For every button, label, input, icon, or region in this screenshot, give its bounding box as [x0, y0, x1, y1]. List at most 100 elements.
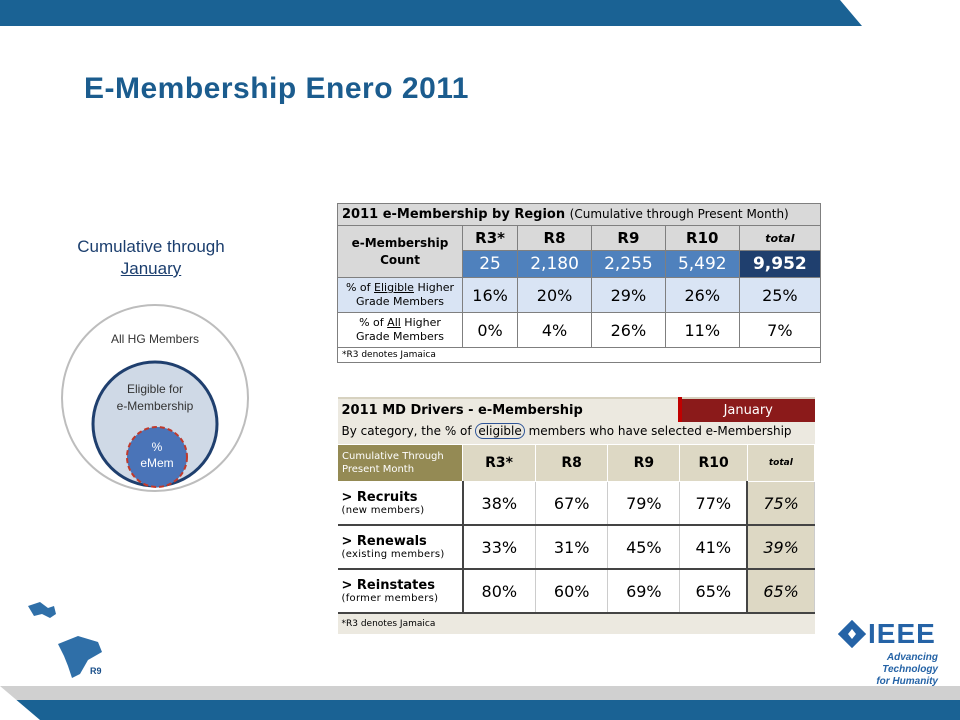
top-banner-end [862, 0, 960, 26]
bottom-banner-cut [0, 686, 40, 720]
venn-inner-circle [126, 426, 188, 488]
ieee-tagline: Advancing Technology for Humanity [838, 652, 938, 688]
eligible-label-u: Eligible [374, 281, 414, 294]
table-cell: 45% [607, 525, 681, 570]
table-cell: 60% [535, 569, 609, 614]
row-sublabel: (existing members) [341, 549, 445, 560]
row-label: > Reinstates (former members) [337, 569, 464, 614]
count-cell: 2,255 [590, 250, 666, 278]
table-cell: 38% [462, 481, 537, 526]
eligible-label-post: Higher [413, 281, 455, 294]
cumulative-line1: Cumulative through [77, 237, 225, 256]
venn-diagram: All HG Members Eligible for e-Membership… [61, 304, 249, 492]
bottom-banner [0, 700, 960, 720]
all-label-post: Higher [400, 316, 441, 329]
table-row: > Reinstates (former members) 80% 60% 69%… [337, 569, 816, 614]
row-sublabel: (new members) [341, 505, 425, 516]
count-cell: 2,180 [517, 250, 592, 278]
ieee-wordmark: IEEE [868, 618, 936, 649]
cumulative-caption: Cumulative through January [40, 236, 262, 280]
drivers-title: 2011 MD Drivers - e-Membership [337, 397, 680, 422]
all-label-pre: % of [359, 316, 388, 329]
desc-post: members who have selected e-Membership [524, 424, 792, 438]
eligible-cell: 16% [461, 277, 519, 313]
region-note: *R3 denotes Jamaica [337, 347, 821, 363]
cumulative-label-2: Present Month [342, 464, 415, 475]
eligible-cell: 29% [590, 277, 666, 313]
cumulative-label-1: Cumulative Through [342, 451, 444, 462]
row-sublabel: (former members) [341, 593, 439, 604]
col-header: R9 [607, 444, 681, 482]
eligible-label: % of Eligible Higher Grade Members [337, 277, 463, 313]
region-table-title: 2011 e-Membership by Region (Cumulative … [337, 203, 821, 226]
table-cell: 80% [462, 569, 537, 614]
table-row: > Recruits (new members) 38% 67% 79% 77% … [337, 481, 816, 526]
row-label: > Recruits (new members) [337, 481, 464, 526]
region-table: 2011 e-Membership by Region (Cumulative … [337, 203, 822, 363]
cumulative-line2: January [120, 259, 182, 278]
count-label-1: e-Membership [351, 235, 449, 250]
col-header: R10 [679, 444, 748, 482]
count-label: e-Membership Count [337, 225, 463, 278]
all-cell: 26% [590, 312, 666, 348]
col-header: R3* [461, 225, 519, 251]
count-label-2: Count [380, 252, 420, 267]
venn-middle-label-2: e-Membership [117, 399, 194, 413]
desc-circled-word: eligible [475, 423, 525, 439]
ieee-tagline-1: Advancing Technology [882, 652, 938, 675]
col-header: R8 [517, 225, 592, 251]
eligible-total-cell: 25% [738, 277, 822, 313]
col-header: R9 [590, 225, 666, 251]
all-label-u: All [387, 316, 401, 329]
total-cell: 65% [746, 569, 816, 614]
region-table-subtitle: (Cumulative through Present Month) [569, 207, 789, 221]
month-badge: January [677, 397, 815, 422]
drivers-description: By category, the % of eligible members w… [337, 422, 815, 445]
all-cell: 4% [517, 312, 592, 348]
eligible-label-pre: % of [345, 281, 375, 294]
all-cell: 11% [664, 312, 740, 348]
table-cell: 77% [679, 481, 748, 526]
table-row: > Renewals (existing members) 33% 31% 45%… [337, 525, 816, 570]
total-cell: 75% [746, 481, 816, 526]
row-label-text: > Renewals [341, 534, 427, 549]
venn-outer-label: All HG Members [111, 332, 199, 346]
row-label-text: > Reinstates [341, 578, 435, 593]
col-header: R10 [664, 225, 740, 251]
top-banner-cut [840, 0, 862, 26]
count-cell: 5,492 [664, 250, 740, 278]
cumulative-label: Cumulative Through Present Month [337, 444, 463, 482]
table-cell: 69% [607, 569, 681, 614]
row-label: > Renewals (existing members) [337, 525, 464, 570]
table-cell: 65% [679, 569, 748, 614]
col-header: R8 [535, 444, 609, 482]
table-cell: 33% [462, 525, 537, 570]
map-label: R9 [90, 666, 102, 676]
eligible-label-2: Grade Members [355, 295, 444, 308]
region-map-icon: R9 [28, 602, 102, 678]
row-label-text: > Recruits [341, 490, 418, 505]
table-cell: 41% [679, 525, 748, 570]
col-header: R3* [461, 444, 537, 482]
table-cell: 79% [607, 481, 681, 526]
bottom-stripe [0, 686, 960, 700]
venn-inner-label-1: % [152, 440, 163, 454]
table-cell: 31% [535, 525, 609, 570]
drivers-note: *R3 denotes Jamaica [337, 613, 815, 634]
all-cell: 0% [461, 312, 519, 348]
count-cell: 25 [461, 250, 519, 278]
all-total-cell: 7% [738, 312, 822, 348]
ieee-diamond-icon [838, 620, 866, 648]
eligible-cell: 20% [517, 277, 592, 313]
region-table-title-text: 2011 e-Membership by Region [342, 207, 566, 222]
all-label: % of All Higher Grade Members [337, 312, 463, 348]
page-title: E-Membership Enero 2011 [84, 72, 469, 105]
ieee-tagline-2: for Humanity [876, 676, 938, 687]
all-label-2: Grade Members [355, 330, 444, 343]
venn-inner-label-2: eMem [140, 456, 173, 470]
count-total-cell: 9,952 [738, 250, 822, 278]
total-cell: 39% [746, 525, 816, 570]
venn-middle-label-1: Eligible for [127, 382, 183, 396]
desc-pre: By category, the % of [341, 424, 476, 438]
top-banner [0, 0, 960, 26]
